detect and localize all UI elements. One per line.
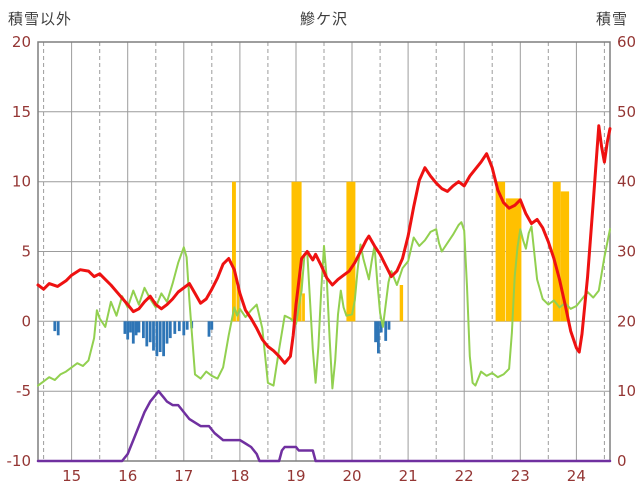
blue-bars [207, 321, 211, 337]
orange-bars [346, 181, 356, 322]
x-tick: 18 [230, 467, 249, 485]
blue-bars [145, 321, 149, 347]
orange-bars [505, 198, 522, 322]
orange-bars [495, 181, 506, 322]
blue-bars [168, 321, 172, 339]
purple-line [36, 389, 612, 463]
blue-bars [185, 321, 189, 330]
blue-bars [137, 321, 141, 333]
red-line [36, 124, 612, 365]
blue-bars [182, 321, 186, 336]
y-left-tick: 15 [12, 103, 31, 121]
y-right-tick: 0 [617, 452, 627, 470]
blue-bars [126, 321, 130, 340]
orange-bars [232, 181, 236, 322]
blue-bars [56, 321, 60, 336]
orange-bars [552, 181, 561, 322]
x-tick: 23 [511, 467, 530, 485]
green-line [37, 221, 611, 390]
blue-bars [377, 321, 380, 354]
blue-bars [158, 321, 162, 352]
x-tick: 17 [174, 467, 193, 485]
y-right-tick: 40 [617, 173, 636, 191]
blue-bars [374, 321, 377, 343]
x-tick: 21 [399, 467, 418, 485]
y-right-tick: 60 [617, 33, 636, 51]
right-axis-title: 積雪 [595, 10, 628, 28]
y-left-tick: 5 [21, 243, 31, 261]
blue-bars [379, 321, 383, 333]
x-tick: 16 [118, 467, 137, 485]
x-tick: 22 [455, 467, 474, 485]
x-tick: 15 [62, 467, 81, 485]
blue-bars [131, 321, 135, 344]
blue-bars [177, 321, 181, 332]
blue-bars [155, 321, 159, 357]
blue-bars [53, 321, 57, 332]
blue-bars [152, 321, 155, 351]
x-tick: 24 [567, 467, 586, 485]
y-left-tick: -5 [16, 382, 31, 400]
blue-bars [148, 321, 152, 343]
orange-bars [236, 286, 240, 322]
y-left-tick: 10 [12, 173, 31, 191]
blue-bars [123, 321, 127, 334]
blue-bars [142, 321, 145, 339]
x-tick: 19 [286, 467, 305, 485]
y-left-tick: 20 [12, 33, 31, 51]
blue-bars [210, 321, 214, 330]
y-left-tick: -10 [7, 452, 32, 470]
blue-bars [134, 321, 138, 336]
y-right-tick: 20 [617, 312, 636, 330]
orange-bars [291, 181, 302, 322]
orange-bars [399, 285, 404, 322]
left-axis-title: 積雪以外 [8, 10, 73, 28]
y-right-tick: 30 [617, 243, 636, 261]
y-left-tick: 0 [21, 312, 31, 330]
orange-bars [560, 191, 570, 322]
y-right-tick: 50 [617, 103, 636, 121]
blue-bars [173, 321, 177, 334]
blue-bars [384, 321, 388, 341]
chart-title: 鰺ケ沢 [299, 10, 348, 28]
blue-bars [162, 321, 165, 357]
blue-bars [387, 321, 391, 330]
orange-bars [302, 293, 305, 322]
blue-bars [165, 321, 169, 344]
y-right-tick: 10 [617, 382, 636, 400]
x-tick: 20 [342, 467, 361, 485]
blue-bars [129, 321, 132, 333]
